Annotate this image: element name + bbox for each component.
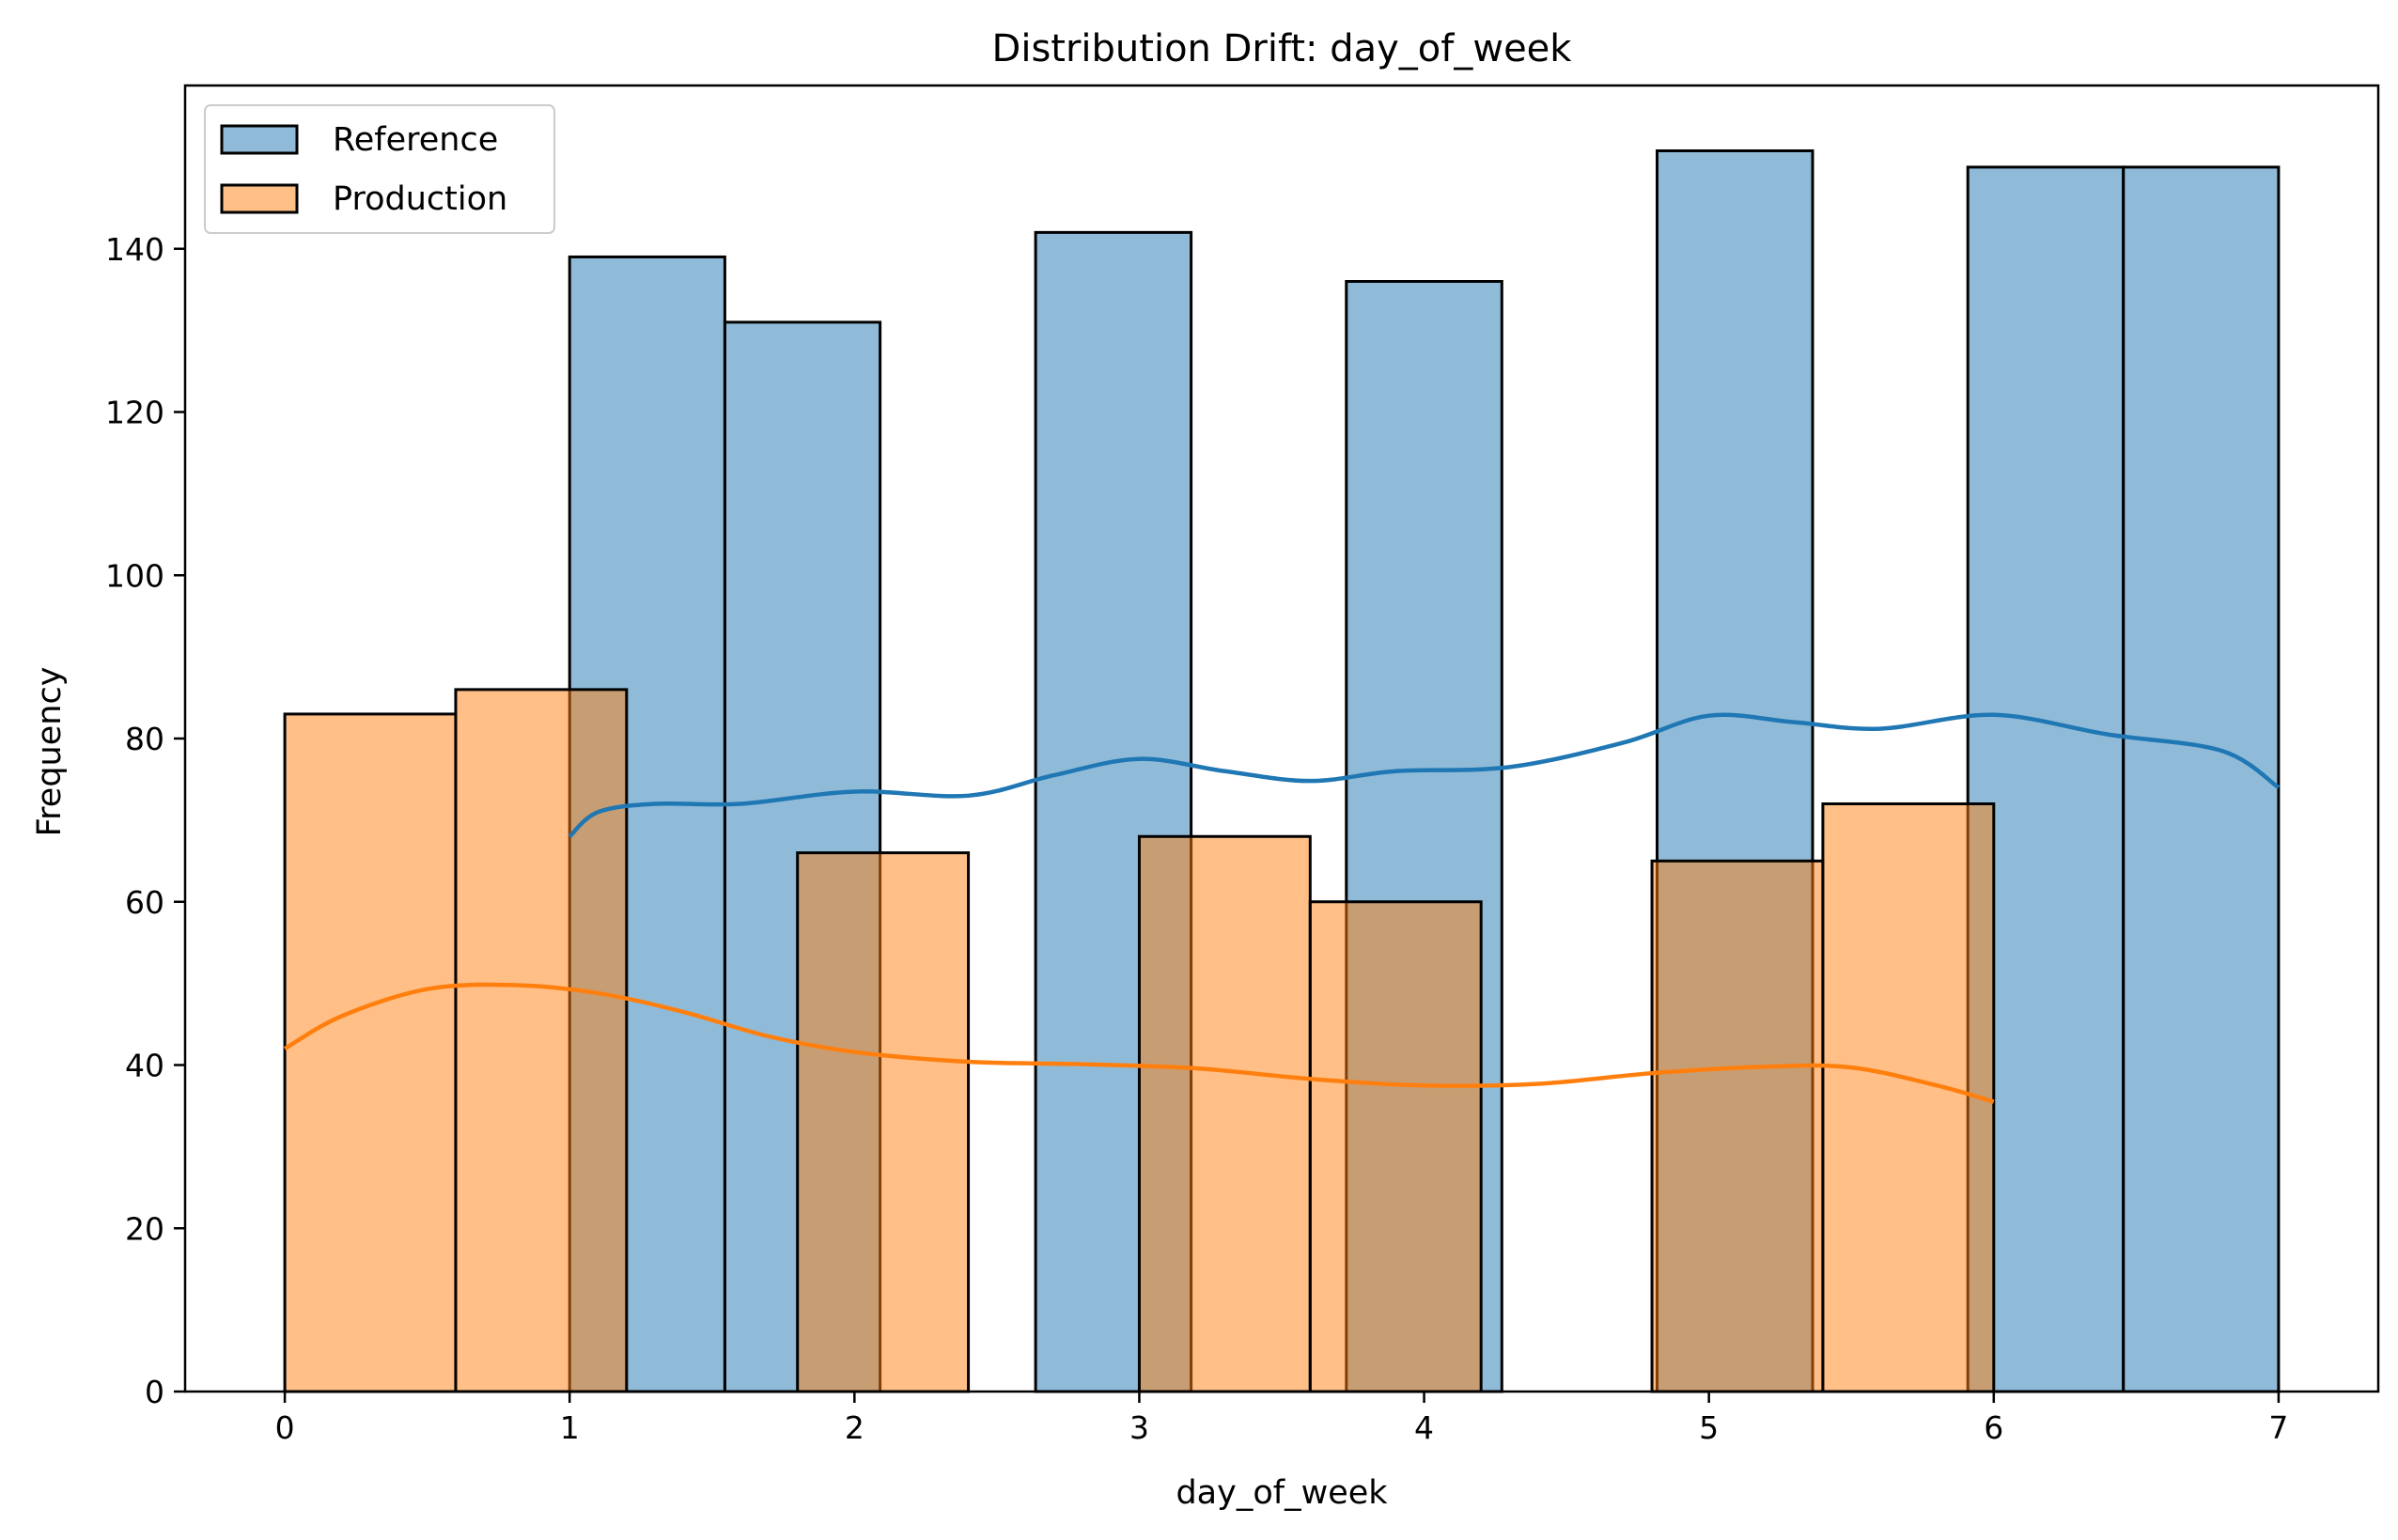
- plot-area: 0 1 2 3 4 5 6 7 0 20 40 60 80 100 120 140: [105, 84, 2380, 1446]
- production-bar-8: [1650, 859, 1825, 1393]
- legend-label-reference: Reference: [333, 121, 498, 159]
- y-tick-label: 80: [125, 721, 164, 757]
- y-tick-label: 100: [105, 557, 164, 594]
- y-tick-label: 20: [125, 1210, 164, 1247]
- x-tick-label: 6: [1984, 1409, 2003, 1446]
- legend-swatch-reference: [220, 124, 299, 155]
- production-bar-1: [454, 688, 629, 1393]
- reference-kde-line: [568, 712, 2281, 838]
- production-bar-5: [1137, 834, 1312, 1393]
- x-axis-label: day_of_week: [1176, 1474, 1388, 1512]
- x-tick-label: 1: [560, 1409, 580, 1446]
- y-tick-label: 60: [125, 884, 164, 921]
- x-tick-label: 5: [1699, 1409, 1719, 1446]
- reference-bar-10: [2122, 165, 2281, 1393]
- x-tick-label: 7: [2268, 1409, 2288, 1446]
- y-tick-label: 120: [105, 395, 164, 431]
- legend: Reference Production: [204, 104, 555, 234]
- y-tick-label: 0: [145, 1374, 164, 1410]
- x-tick-label: 2: [845, 1409, 864, 1446]
- production-bar-0: [283, 712, 458, 1393]
- legend-swatch-production: [220, 183, 299, 214]
- y-axis-label: Frequency: [31, 667, 69, 837]
- production-bar-3: [796, 851, 971, 1393]
- chart-title: Distribution Drift: day_of_week: [992, 27, 1573, 70]
- production-kde-line: [283, 982, 1995, 1104]
- production-bar-9: [1821, 802, 1996, 1393]
- x-tick-label: 4: [1414, 1409, 1434, 1446]
- production-bar-6: [1308, 900, 1483, 1393]
- y-tick-label: 140: [105, 231, 164, 268]
- legend-label-production: Production: [333, 180, 507, 218]
- x-tick-label: 3: [1129, 1409, 1149, 1446]
- y-tick-label: 40: [125, 1048, 164, 1084]
- x-tick-label: 0: [275, 1409, 295, 1446]
